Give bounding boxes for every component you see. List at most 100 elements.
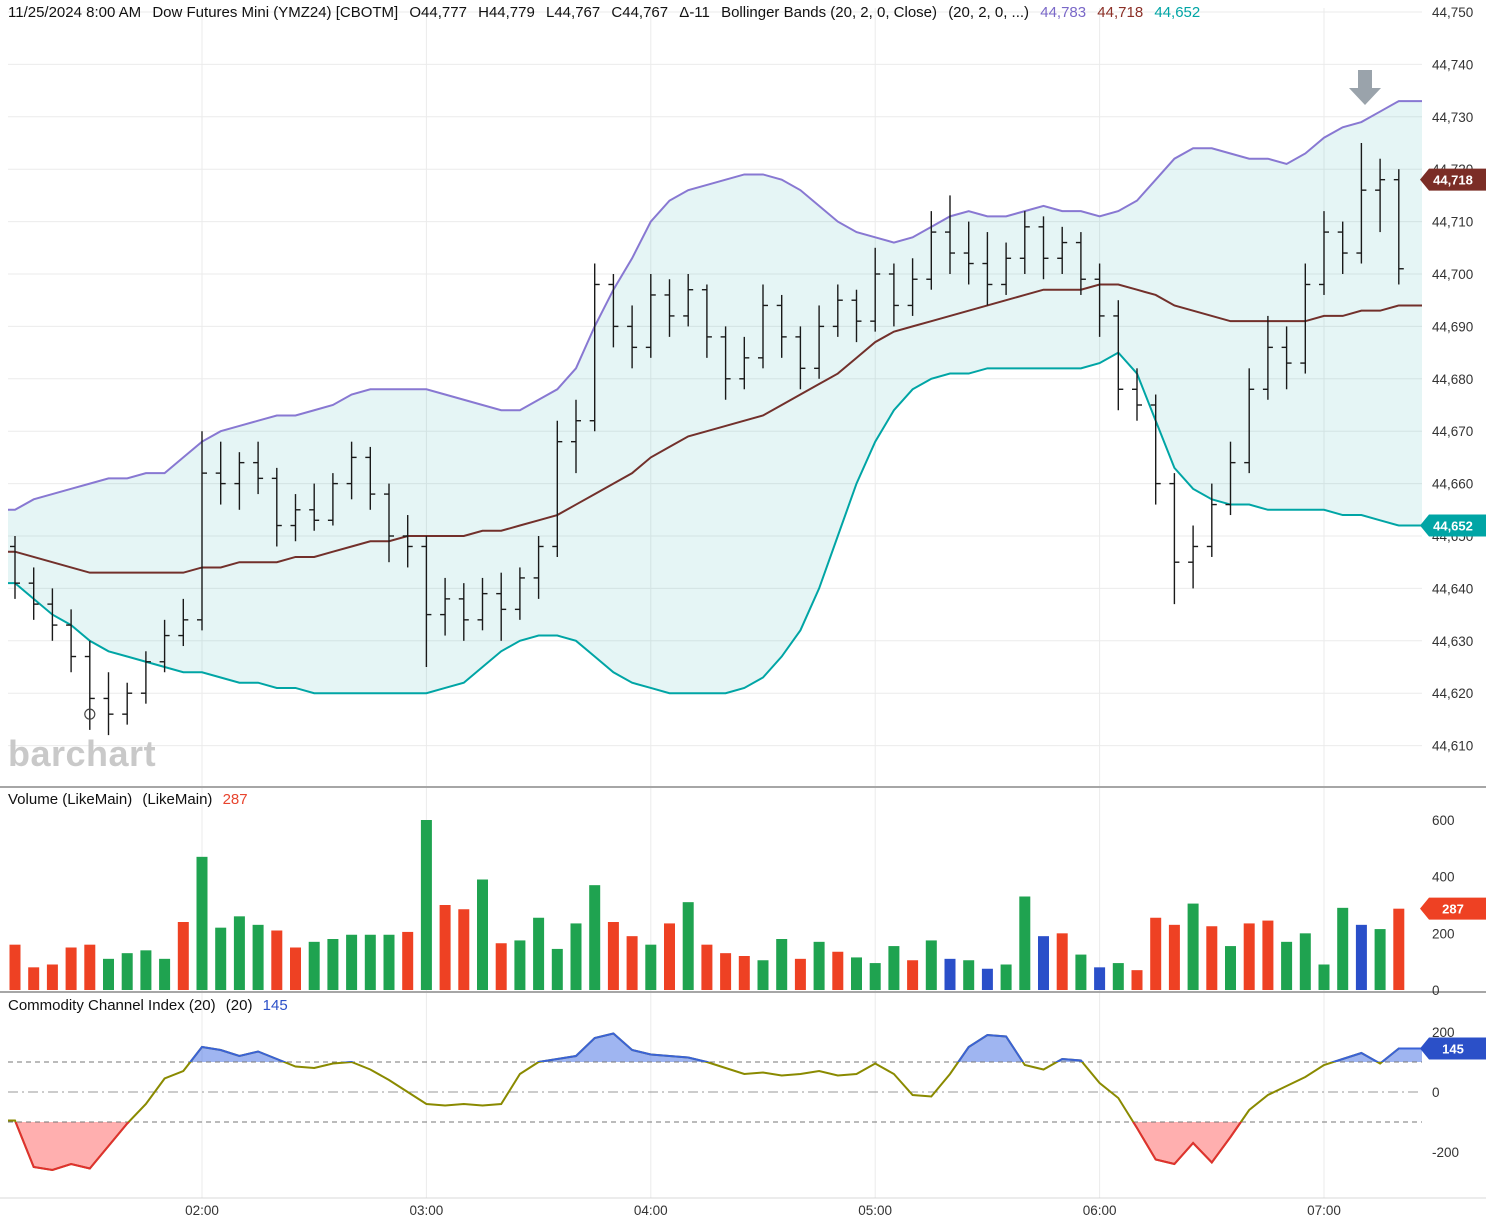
volume-bars	[9, 820, 1405, 990]
ohlc-bar	[159, 619, 170, 673]
ohlc-bar	[1188, 525, 1199, 589]
header-study-params[interactable]: (20, 2, 0, ...)	[948, 4, 1030, 21]
ohlc-bar	[421, 536, 432, 667]
cci-tick-label: 0	[1432, 1085, 1440, 1100]
ohlc-bar	[10, 536, 20, 599]
ohlc-bar	[514, 567, 525, 620]
volume-bar	[1262, 920, 1274, 990]
volume-bar	[1374, 929, 1386, 990]
volume-params[interactable]: (LikeMain)	[142, 791, 213, 808]
lower-band-line	[8, 351, 1422, 695]
volume-bar	[1150, 917, 1162, 990]
cci-params[interactable]: (20)	[225, 997, 253, 1014]
price-tick-label: 44,660	[1432, 477, 1473, 492]
volume-bar	[551, 948, 563, 990]
volume-bar	[570, 923, 582, 990]
volume-bar	[1038, 936, 1049, 990]
volume-bar	[851, 957, 862, 990]
chart-header: 11/25/2024 8:00 AM Dow Futures Mini (YMZ…	[8, 4, 1207, 21]
volume-bar	[439, 905, 451, 990]
ohlc-bar	[608, 274, 619, 348]
volume-bar	[1019, 896, 1031, 990]
volume-bar	[159, 958, 171, 990]
volume-bar	[215, 927, 227, 990]
volume-bar	[121, 953, 133, 990]
volume-bar	[626, 936, 638, 990]
header-close: C44,767	[611, 4, 669, 21]
volume-bar	[1075, 954, 1087, 990]
volume-bar	[907, 960, 919, 990]
ohlc-bar	[1169, 473, 1180, 605]
volume-tick-label: 200	[1432, 926, 1455, 941]
header-instrument: Dow Futures Mini (YMZ24) [CBOTM]	[152, 4, 399, 21]
ohlc-bar	[1075, 232, 1086, 295]
volume-tick-label: 0	[1432, 983, 1440, 998]
cci-title[interactable]: Commodity Channel Index (20)	[8, 997, 216, 1014]
ohlc-bar	[963, 221, 974, 285]
scroll-to-latest-arrow-icon[interactable]	[1349, 70, 1381, 105]
ohlc-bar	[1057, 226, 1068, 274]
ohlc-bar	[870, 247, 881, 332]
volume-bar	[252, 924, 264, 990]
ohlc-bar	[346, 441, 357, 500]
ohlc-bar	[1375, 158, 1386, 233]
volume-value-badge	[1420, 897, 1486, 920]
header-open: O44,777	[409, 4, 467, 21]
price-tick-label: 44,610	[1432, 739, 1473, 754]
icons	[1349, 70, 1381, 105]
volume-bar	[84, 944, 96, 990]
price-tick-label: 44,700	[1432, 267, 1473, 282]
volume-bar	[495, 943, 507, 990]
ohlc-bar	[1019, 211, 1030, 274]
price-tick-label: 44,680	[1432, 372, 1473, 387]
ohlc-bar	[290, 494, 301, 542]
price-tick-label: 44,630	[1432, 634, 1473, 649]
ohlc-bar	[739, 336, 750, 390]
cci-tick-label: 200	[1432, 1025, 1455, 1040]
ohlc-bar	[1319, 211, 1329, 295]
price-tick-label: 44,620	[1432, 686, 1473, 701]
cci-value-badge	[1420, 1037, 1486, 1060]
volume-bar	[196, 856, 208, 990]
volume-bar	[664, 923, 675, 990]
svg-text:44,652: 44,652	[1433, 519, 1473, 534]
price-tick-label: 44,640	[1432, 581, 1473, 596]
ohlc-bar	[758, 284, 768, 369]
volume-bar	[1112, 963, 1124, 990]
ohlc-bar	[1300, 263, 1311, 374]
volume-current-value: 287	[222, 791, 248, 808]
price-tick-label: 44,730	[1432, 110, 1473, 125]
ohlc-bar	[234, 452, 245, 510]
volume-title[interactable]: Volume (LikeMain)	[8, 791, 133, 808]
volume-bar	[65, 947, 77, 990]
ohlc-bar	[1262, 315, 1273, 400]
ohlc-bar	[552, 420, 563, 557]
volume-bar	[290, 947, 301, 990]
ohlc-bar	[122, 682, 133, 725]
ohlc-bar	[458, 583, 469, 641]
ohlc-bar	[571, 399, 581, 474]
upper-band-line	[8, 100, 1422, 511]
time-axis-label: 07:00	[1307, 1203, 1341, 1218]
ohlc-bar	[627, 305, 638, 369]
volume-bar	[925, 940, 937, 990]
header-study-name[interactable]: Bollinger Bands (20, 2, 0, Close)	[721, 4, 938, 21]
volume-bar	[813, 941, 825, 990]
ohlc-bar	[720, 326, 731, 400]
middle-band-badge	[1420, 168, 1486, 191]
volume-bar	[308, 941, 320, 990]
svg-text:44,718: 44,718	[1433, 173, 1473, 188]
volume-bar	[607, 922, 619, 990]
header-datetime: 11/25/2024 8:00 AM	[8, 4, 142, 21]
ohlc-bar	[1225, 441, 1236, 516]
volume-bar	[645, 944, 657, 990]
ohlc-bar	[103, 672, 114, 736]
volume-bar	[9, 944, 21, 990]
ohlc-bar	[645, 274, 656, 358]
panel-separators	[0, 786, 1486, 1199]
time-axis-label: 04:00	[633, 1203, 668, 1218]
ohlc-bar	[327, 473, 338, 526]
volume-bar	[589, 885, 601, 990]
volume-bar	[533, 917, 545, 990]
